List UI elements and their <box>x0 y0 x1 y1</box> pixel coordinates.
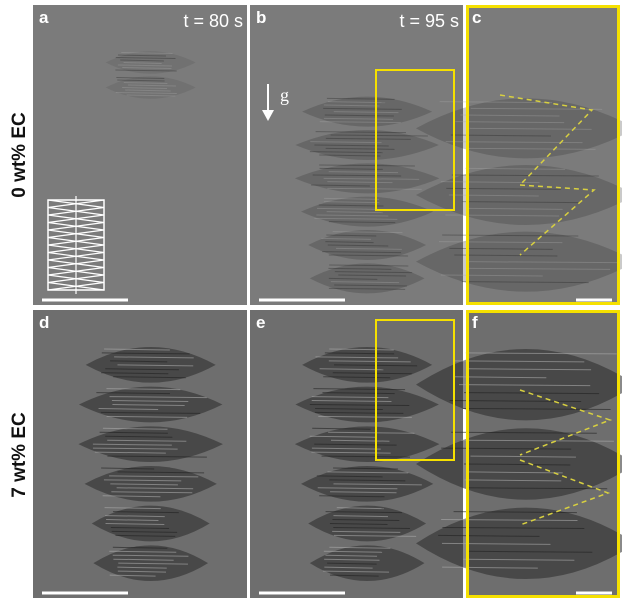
panel-image <box>33 5 247 305</box>
row-label: 7 wt% EC <box>9 412 30 498</box>
panel-label: f <box>472 313 478 332</box>
row-label: 0 wt% EC <box>9 112 30 198</box>
time-label: t = 80 s <box>183 11 243 31</box>
panel-label: b <box>256 8 266 27</box>
figure: 0 wt% EC 7 wt% EC a t = 80 s b t = 95 s g c d e… <box>0 0 622 600</box>
panel-label: e <box>256 313 265 332</box>
panel-label: a <box>39 8 49 27</box>
gravity-label: g <box>280 85 289 105</box>
panel-label: c <box>472 8 481 27</box>
panel-label: d <box>39 313 49 332</box>
time-label: t = 95 s <box>399 11 459 31</box>
panels <box>33 5 622 598</box>
